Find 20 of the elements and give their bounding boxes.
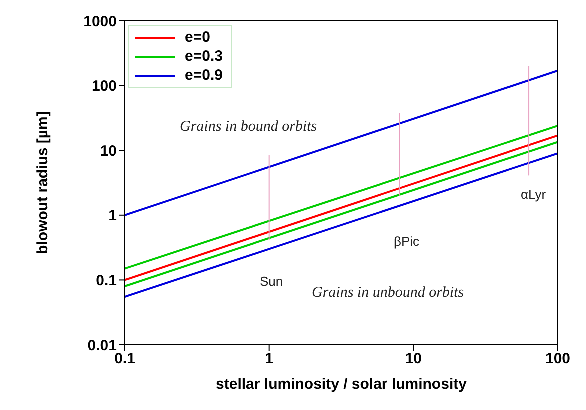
x-tick-label: 10 [405,350,422,368]
legend-label: e=0 [185,29,210,46]
y-tick-label: 0.1 [96,272,117,290]
legend-label: e=0.9 [185,67,223,84]
x-axis-title: stellar luminosity / solar luminosity [216,376,468,393]
annotation: βPic [394,234,420,249]
legend-label: e=0.3 [185,48,223,65]
x-tick-label: 0.1 [114,350,136,368]
annotation: Sun [260,274,284,289]
annotation: Grains in bound orbits [180,119,318,136]
y-tick-label: 10 [100,142,117,160]
x-tick-label: 1 [265,350,274,368]
y-axis-title: blowout radius [µm] [34,112,52,254]
y-tick-label: 1000 [84,13,117,30]
annotation: αLyr [521,187,546,202]
y-tick-label: 0.01 [88,337,117,354]
y-tick-label: 1 [108,208,117,225]
x-tick-label: 100 [545,350,571,368]
annotation: Grains in unbound orbits [312,285,464,302]
y-tick-label: 100 [92,78,117,96]
